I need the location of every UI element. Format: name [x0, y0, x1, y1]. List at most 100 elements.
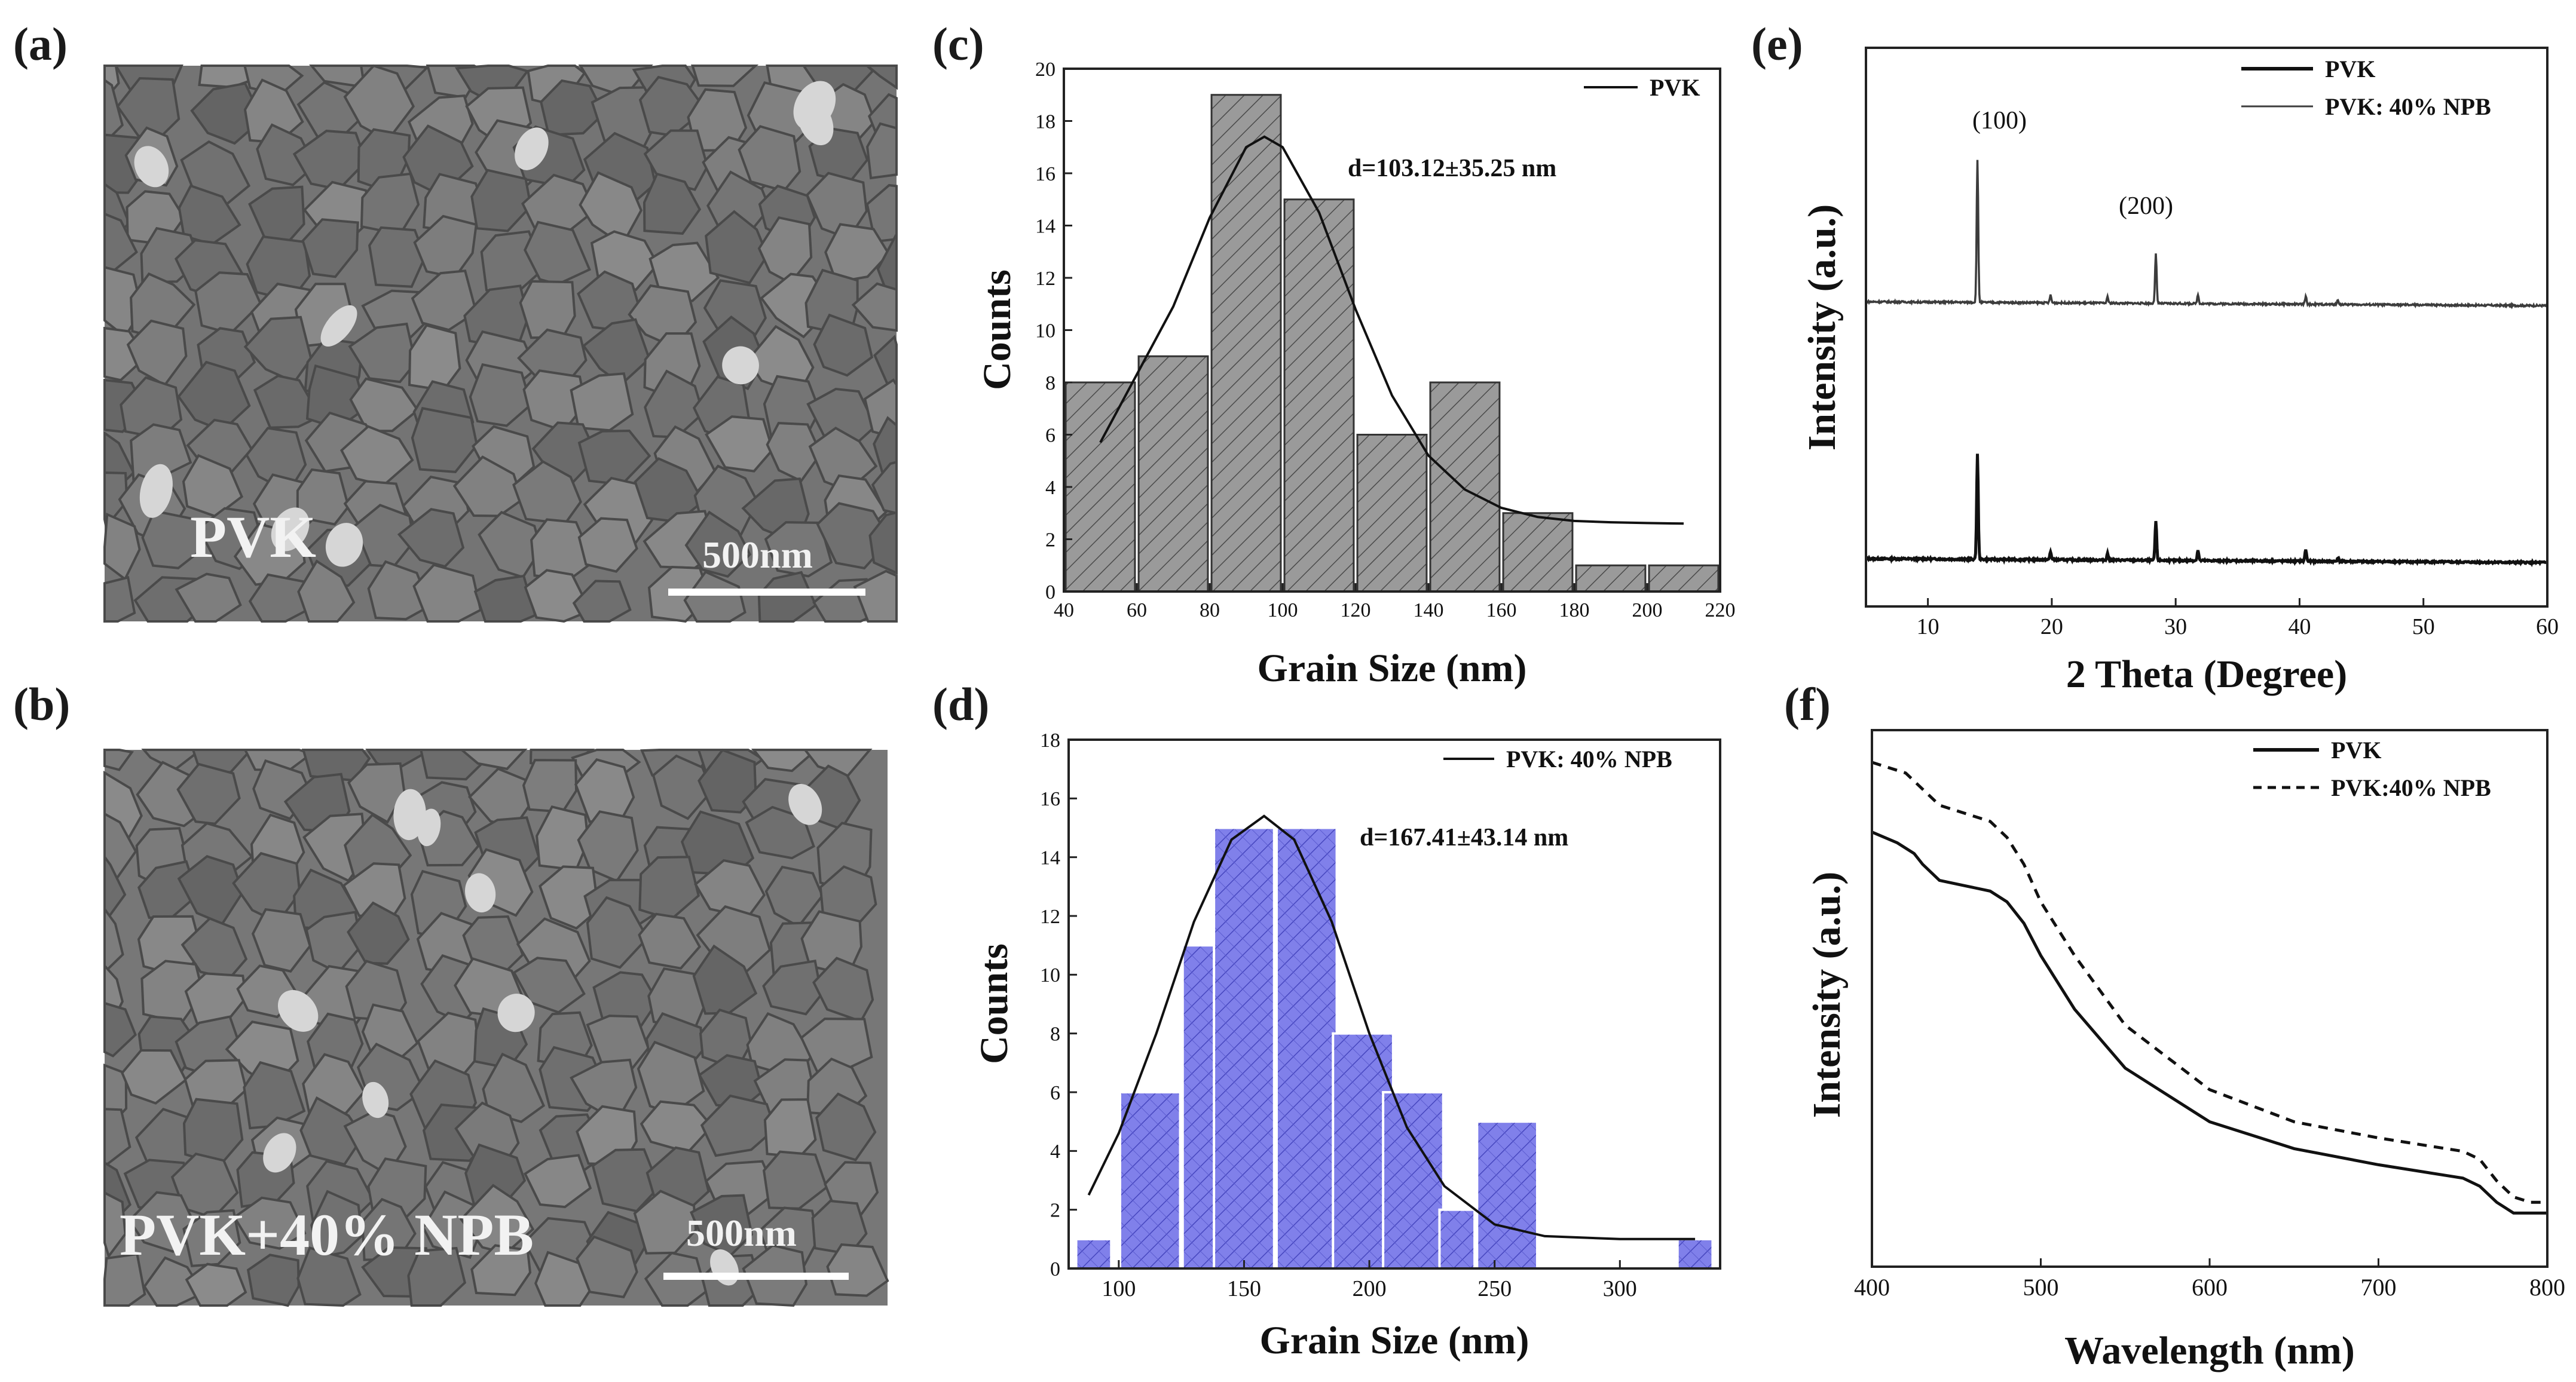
panel-label-f: (f) — [1784, 678, 1831, 730]
panel-label-e: (e) — [1751, 18, 1803, 70]
sem-grain — [141, 509, 201, 569]
chart-d-ytick-label: 14 — [1040, 847, 1060, 869]
chart-0-xtick-label: 140 — [1414, 599, 1444, 621]
chart-d-ytick-label: 12 — [1040, 906, 1060, 928]
chart-3-xtick-label: 400 — [1854, 1274, 1890, 1301]
sem-bright-grain — [277, 990, 319, 1032]
chart-d-ytick-label: 8 — [1050, 1024, 1060, 1046]
chart-f-series-npb — [1871, 761, 2547, 1204]
chart-c-ytick-label: 8 — [1045, 372, 1056, 394]
sem-grain — [299, 1096, 365, 1166]
sem-grains-a — [103, 64, 898, 623]
sem-grain — [296, 468, 350, 526]
sem-b-scale-text: 500nm — [686, 1212, 797, 1254]
chart-d-bar — [1676, 1237, 1714, 1270]
sem-grain — [705, 210, 769, 284]
chart-2-xtick-label: 60 — [2536, 614, 2559, 639]
chart-d-fit-curve — [1087, 814, 1696, 1240]
chart-c-ytick-label: 16 — [1035, 163, 1056, 185]
sem-grain — [470, 1244, 532, 1297]
sem-grain — [524, 1154, 592, 1209]
sem-grain — [397, 508, 465, 568]
sem-grain — [347, 901, 410, 965]
chart-c-ytick-label: 2 — [1045, 529, 1056, 551]
sem-grain — [301, 218, 359, 278]
sem-bright-grain — [722, 346, 759, 385]
sem-grain — [651, 754, 714, 820]
sem-grain — [697, 748, 757, 814]
chart-d-ylabel: Counts — [972, 943, 1016, 1064]
chart-d-bar — [1275, 826, 1338, 1270]
chart-d-annotation: d=167.41±43.14 nm — [1360, 824, 1568, 851]
sem-bright-grain — [793, 81, 836, 130]
chart-c: 40 60 80 100 120 140 160 180 200 220 0 2 4 6 8 10 12 14 1… — [975, 59, 1736, 690]
chart-c-ylabel: Counts — [975, 269, 1019, 390]
chart-e-series-pvk — [1865, 453, 2549, 568]
sem-grain — [103, 1252, 146, 1307]
chart-3-xtick-label: 800 — [2529, 1274, 2565, 1301]
chart-e-xlabel: 2 Theta (Degree) — [2066, 652, 2347, 696]
chart-2-xtick-label: 10 — [1917, 614, 1939, 639]
sem-grain — [690, 65, 759, 87]
chart-e-annotation-200: (200) — [2119, 192, 2173, 220]
chart-d-legend-label: PVK: 40% NPB — [1506, 746, 1672, 773]
chart-c-legend-label: PVK — [1650, 74, 1700, 101]
chart-e-series-npb — [1865, 160, 2549, 310]
sem-bright-grain — [325, 523, 363, 567]
sem-grain — [683, 570, 747, 623]
sem-bright-grain — [788, 784, 822, 825]
chart-e-annotation-100: (100) — [1972, 107, 2027, 134]
sem-image-b: PVK+40% NPB 500nm — [103, 748, 889, 1307]
chart-f-xlabel: Wavelength (nm) — [2064, 1329, 2355, 1372]
chart-d-ytick-label: 10 — [1040, 964, 1060, 986]
chart-c-bar — [1575, 564, 1647, 593]
chart-f-plot-frame — [1871, 729, 2549, 1268]
sem-grain — [256, 123, 316, 186]
sem-a-scale-bar — [668, 589, 865, 596]
chart-0-xtick-label: 100 — [1268, 599, 1298, 621]
chart-c-ytick-label: 20 — [1035, 59, 1056, 81]
chart-c-bar — [1648, 564, 1720, 593]
sem-grain — [522, 759, 578, 813]
sem-grain — [851, 282, 898, 332]
chart-1-xtick-label: 100 — [1102, 1276, 1136, 1301]
sem-grain — [458, 749, 528, 771]
chart-3-xtick-label: 700 — [2361, 1274, 2397, 1301]
panel-label-c: (c) — [932, 18, 984, 70]
chart-d-bar — [1476, 1120, 1538, 1270]
chart-2-xtick-label: 30 — [2164, 614, 2187, 639]
chart-d-ytick-label: 6 — [1050, 1082, 1060, 1104]
sem-grain — [182, 1209, 241, 1267]
chart-1-xtick-label: 300 — [1603, 1276, 1637, 1301]
sem-bright-grain — [465, 873, 496, 913]
sem-grain — [411, 269, 478, 332]
sem-bright-grain — [139, 464, 173, 518]
chart-0-xtick-label: 180 — [1559, 599, 1590, 621]
chart-d-ytick-label: 0 — [1050, 1258, 1060, 1280]
sem-grain — [815, 1092, 877, 1162]
chart-d: 100 150 200 250 300 0 2 4 6 8 10 12 14 16 18 Grain Si… — [972, 730, 1721, 1362]
chart-f-series-pvk — [1871, 831, 2547, 1215]
sem-a-sample-label: PVK — [190, 504, 316, 570]
chart-c-ytick-label: 18 — [1035, 111, 1056, 133]
chart-2-xtick-label: 20 — [2040, 614, 2063, 639]
panel-label-b: (b) — [13, 678, 70, 730]
sem-grain — [128, 1191, 201, 1253]
sem-grain — [190, 82, 264, 145]
chart-d-ytick-label: 16 — [1040, 788, 1060, 810]
sem-a-scale-text: 500nm — [702, 534, 813, 576]
chart-c-ytick-label: 0 — [1045, 581, 1056, 603]
sem-grain — [700, 1094, 776, 1157]
panel-label-d: (d) — [932, 678, 989, 730]
sem-grain — [297, 559, 356, 623]
sem-grain — [473, 574, 537, 623]
sem-grain — [826, 1243, 889, 1297]
chart-c-ytick-label: 6 — [1045, 424, 1056, 446]
chart-c-bar — [1356, 434, 1428, 593]
sem-grain — [866, 122, 898, 180]
chart-0-xtick-label: 200 — [1632, 599, 1663, 621]
sem-grain — [121, 1049, 188, 1105]
sem-grain — [412, 563, 482, 623]
sem-grain — [251, 908, 311, 973]
sem-bright-grain — [134, 146, 169, 188]
